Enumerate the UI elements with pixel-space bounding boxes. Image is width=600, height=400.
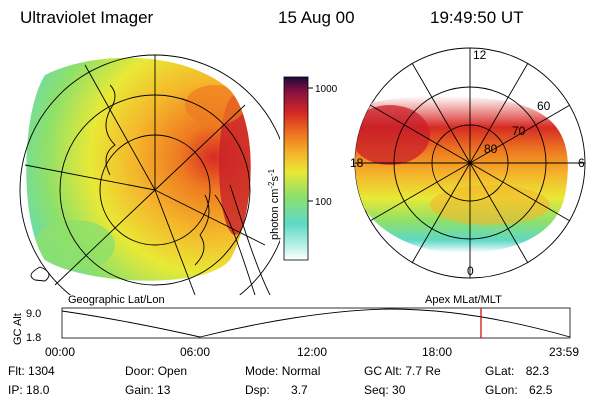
geographic-image-panel: [19, 54, 280, 295]
orbit-plot-frame: [61, 307, 571, 339]
time-label: 19:49:50 UT: [430, 8, 524, 27]
orbit-xtick-1200: 12:00: [297, 345, 327, 359]
mlat-label-80: 80: [484, 142, 498, 156]
date-label: 15 Aug 00: [278, 8, 355, 27]
dsp-field: Dsp: 3.7: [245, 383, 308, 397]
orbit-xtick-0600: 06:00: [180, 345, 210, 359]
orbit-xtick-1800: 18:00: [422, 345, 452, 359]
colorbar-unit-label: photon cm-2s-1: [267, 168, 281, 240]
mlt-label-6: 6: [578, 156, 585, 170]
gain-field: Gain: 13: [125, 383, 171, 397]
mode-field: Mode: Normal: [245, 364, 321, 378]
orbit-xtick-0000: 00:00: [45, 345, 75, 359]
mlt-label-12: 12: [473, 48, 487, 62]
glat-field: GLat: 82.3: [485, 364, 550, 378]
orbit-ytick-bottom: 1.8: [26, 332, 41, 344]
orbit-altitude-plot: 9.0 1.8 GC Alt 00:00 06:00 12:00 18:00 2…: [12, 307, 579, 359]
orbit-ytick-top: 9.0: [26, 308, 41, 320]
colorbar-scale: [283, 76, 309, 261]
mlt-label-18: 18: [350, 156, 364, 170]
geo-aurora-image: [26, 57, 251, 281]
orbit-xtick-2359: 23:59: [549, 345, 579, 359]
mag-aurora-image: [355, 96, 568, 253]
gc-alt-field: GC Alt: 7.7 Re: [364, 364, 441, 378]
seq-field: Seq: 30: [364, 383, 406, 397]
magnetic-image-panel: 12 18 6 0 60 70 80: [350, 47, 586, 279]
door-field: Door: Open: [125, 364, 188, 378]
geo-grid: [19, 54, 280, 295]
geo-panel-caption: Geographic Lat/Lon: [68, 294, 165, 306]
mlat-label-60: 60: [537, 99, 551, 113]
colorbar: 1000 100 photon cm-2s-1: [267, 76, 338, 261]
mag-panel-caption: Apex MLat/MLT: [425, 294, 502, 306]
mag-grid: [355, 48, 585, 278]
mlat-label-70: 70: [512, 124, 526, 138]
instrument-title: Ultraviolet Imager: [20, 8, 154, 27]
mlt-label-0: 0: [467, 264, 474, 278]
orbit-altitude-curve: [61, 308, 571, 338]
colorbar-tick-1000: 1000: [315, 84, 338, 95]
ip-field: IP: 18.0: [8, 383, 50, 397]
colorbar-tick-100: 100: [315, 197, 332, 208]
glon-field: GLon: 62.5: [485, 383, 553, 397]
orbit-ylabel: GC Alt: [12, 313, 24, 345]
flt-field: Flt: 1304: [8, 364, 55, 378]
